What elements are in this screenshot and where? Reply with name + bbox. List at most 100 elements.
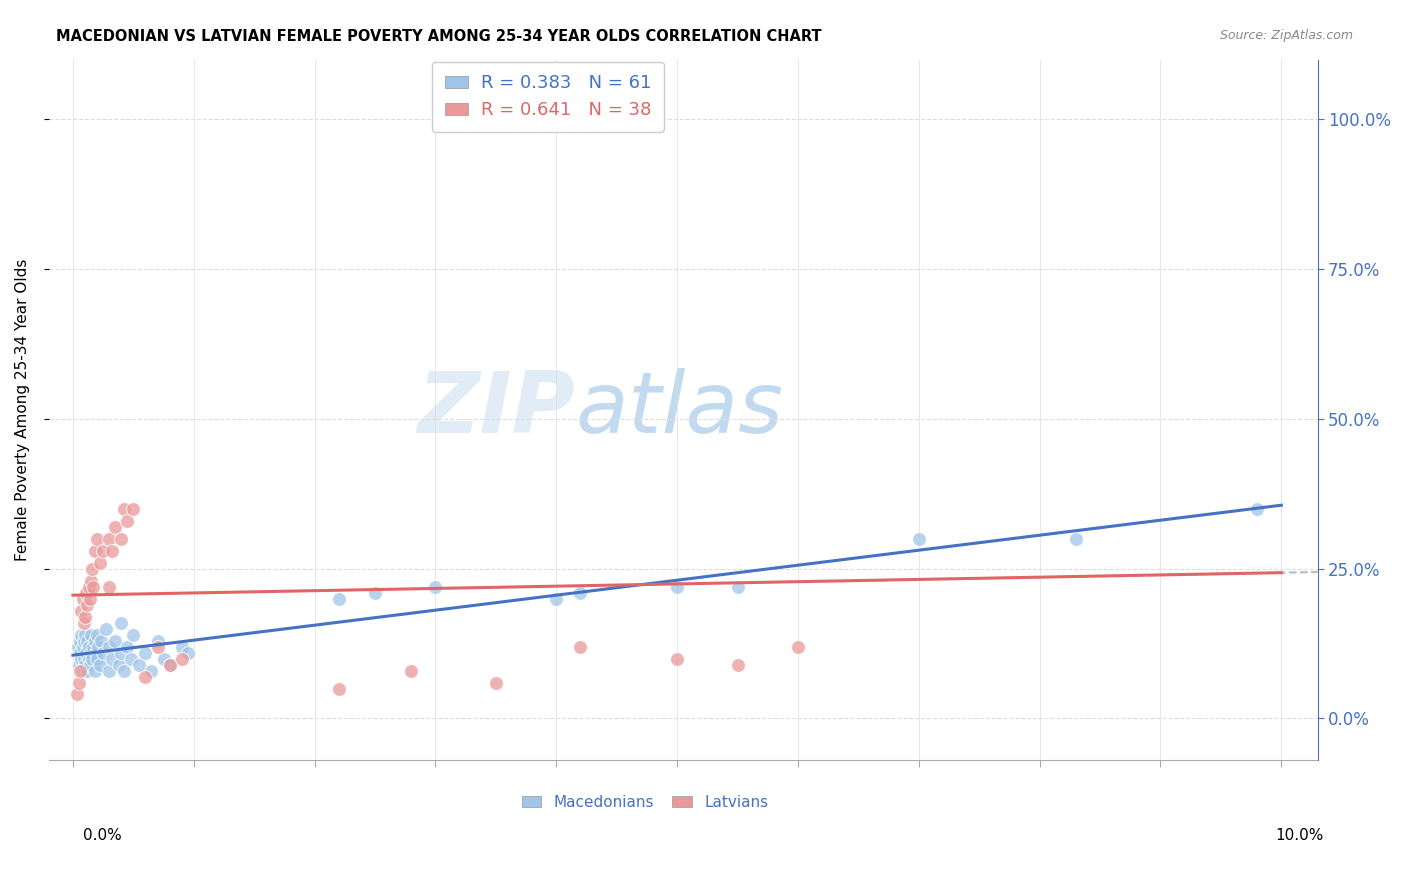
Point — [73, 615, 96, 630]
Y-axis label: Female Poverty Among 25-34 Year Olds: Female Poverty Among 25-34 Year Olds — [15, 259, 30, 561]
Point — [69, 664, 91, 678]
Point — [73, 627, 96, 641]
Point — [76, 633, 98, 648]
Point — [82, 562, 104, 576]
Point — [152, 651, 174, 665]
Point — [70, 651, 93, 665]
Legend: Macedonians, Latvians: Macedonians, Latvians — [516, 789, 775, 816]
Point — [65, 688, 87, 702]
Point — [177, 646, 200, 660]
Point — [159, 657, 181, 672]
Point — [112, 501, 135, 516]
Point — [80, 574, 103, 588]
Point — [82, 651, 104, 665]
Point — [666, 580, 689, 594]
Point — [425, 580, 447, 594]
Point — [83, 664, 105, 678]
Point — [75, 646, 97, 660]
Point — [1246, 501, 1268, 516]
Point — [76, 598, 98, 612]
Point — [110, 615, 132, 630]
Point — [110, 646, 132, 660]
Point — [87, 640, 110, 654]
Text: MACEDONIAN VS LATVIAN FEMALE POVERTY AMONG 25-34 YEAR OLDS CORRELATION CHART: MACEDONIAN VS LATVIAN FEMALE POVERTY AMO… — [56, 29, 823, 44]
Point — [159, 657, 181, 672]
Point — [77, 580, 100, 594]
Point — [84, 646, 107, 660]
Point — [79, 657, 101, 672]
Point — [86, 532, 108, 546]
Point — [86, 651, 108, 665]
Point — [82, 640, 104, 654]
Point — [787, 640, 810, 654]
Point — [82, 580, 104, 594]
Point — [86, 627, 108, 641]
Point — [117, 640, 139, 654]
Point — [91, 646, 114, 660]
Point — [727, 657, 749, 672]
Point — [72, 591, 94, 606]
Point — [170, 640, 193, 654]
Text: Source: ZipAtlas.com: Source: ZipAtlas.com — [1219, 29, 1353, 42]
Point — [72, 640, 94, 654]
Text: ZIP: ZIP — [418, 368, 575, 451]
Point — [98, 580, 121, 594]
Point — [75, 585, 97, 599]
Point — [98, 532, 121, 546]
Point — [80, 627, 103, 641]
Point — [104, 633, 127, 648]
Point — [666, 651, 689, 665]
Point — [94, 622, 117, 636]
Point — [727, 580, 749, 594]
Point — [110, 532, 132, 546]
Point — [546, 591, 568, 606]
Point — [83, 543, 105, 558]
Point — [146, 640, 169, 654]
Point — [170, 651, 193, 665]
Point — [641, 112, 664, 127]
Point — [401, 664, 423, 678]
Point — [128, 657, 150, 672]
Point — [66, 640, 89, 654]
Point — [67, 657, 90, 672]
Point — [364, 585, 387, 599]
Point — [328, 591, 350, 606]
Point — [89, 556, 111, 570]
Point — [89, 657, 111, 672]
Point — [134, 646, 156, 660]
Point — [120, 651, 142, 665]
Point — [112, 664, 135, 678]
Point — [70, 627, 93, 641]
Point — [76, 664, 98, 678]
Point — [100, 651, 122, 665]
Point — [67, 675, 90, 690]
Point — [70, 604, 93, 618]
Point — [83, 633, 105, 648]
Point — [79, 591, 101, 606]
Point — [122, 627, 145, 641]
Point — [80, 646, 103, 660]
Point — [77, 651, 100, 665]
Point — [73, 651, 96, 665]
Point — [141, 664, 163, 678]
Text: 10.0%: 10.0% — [1275, 828, 1323, 843]
Point — [122, 501, 145, 516]
Point — [328, 681, 350, 696]
Point — [485, 675, 508, 690]
Point — [98, 664, 121, 678]
Point — [134, 669, 156, 683]
Point — [569, 585, 592, 599]
Text: atlas: atlas — [575, 368, 783, 451]
Point — [569, 640, 592, 654]
Point — [104, 520, 127, 534]
Point — [146, 633, 169, 648]
Point — [1064, 532, 1087, 546]
Point — [907, 532, 929, 546]
Point — [117, 514, 139, 528]
Point — [73, 633, 96, 648]
Text: 0.0%: 0.0% — [83, 828, 122, 843]
Point — [108, 657, 131, 672]
Point — [90, 633, 112, 648]
Point — [69, 646, 91, 660]
Point — [72, 664, 94, 678]
